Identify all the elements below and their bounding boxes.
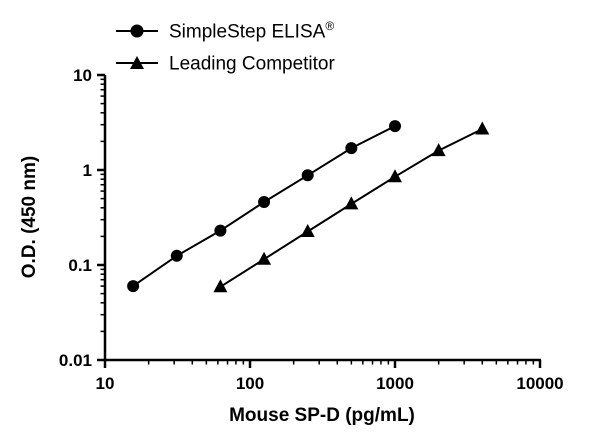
y-axis-title: O.D. (450 nm) <box>19 155 40 279</box>
data-point-triangle <box>344 196 359 210</box>
data-point-circle <box>127 280 140 293</box>
data-point-circle <box>258 196 271 209</box>
legend-text: SimpleStep ELISA <box>169 21 326 43</box>
legend-item-simplestep-elisa: SimpleStep ELISA® <box>115 16 335 46</box>
y-tick-label: 1 <box>83 161 92 180</box>
data-point-circle <box>214 224 227 237</box>
data-point-triangle <box>257 251 272 265</box>
circle-marker-icon <box>116 24 158 38</box>
x-tick-label: 10000 <box>516 374 563 393</box>
data-point-circle <box>345 142 358 155</box>
legend-label-leading-competitor: Leading Competitor <box>169 51 335 75</box>
data-point-triangle <box>388 169 402 183</box>
legend-item-leading-competitor: Leading Competitor <box>115 48 335 78</box>
data-point-circle <box>170 249 183 262</box>
data-point-triangle <box>300 224 315 238</box>
data-point-circle <box>389 120 401 133</box>
triangle-marker-icon <box>116 56 158 69</box>
legend-text: Leading Competitor <box>169 53 335 75</box>
data-point-triangle <box>475 121 490 135</box>
x-tick-label: 10 <box>96 374 115 393</box>
data-point-triangle <box>213 279 228 293</box>
data-point-triangle <box>431 143 446 157</box>
y-tick-label: 0.1 <box>68 256 92 275</box>
chart-legend: SimpleStep ELISA® Leading Competitor <box>115 16 335 78</box>
legend-label-simplestep-elisa: SimpleStep ELISA® <box>169 19 334 43</box>
y-tick-label: 0.01 <box>59 351 92 370</box>
x-tick-label: 1000 <box>376 374 414 393</box>
registered-trademark-symbol: ® <box>325 18 335 33</box>
data-point-circle <box>301 169 314 182</box>
y-tick-label: 10 <box>73 66 92 85</box>
x-tick-label: 100 <box>236 374 264 393</box>
x-axis-title: Mouse SP-D (pg/mL) <box>229 405 415 426</box>
